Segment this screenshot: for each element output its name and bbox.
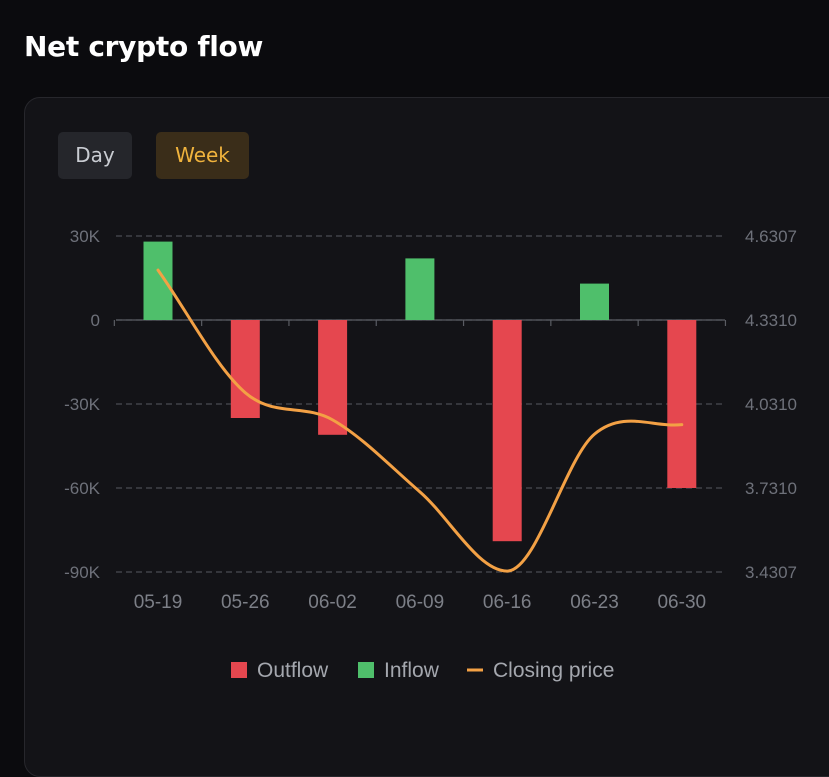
outflow-bar[interactable]: [230, 320, 260, 418]
y-left-tick-label: 0: [91, 311, 100, 330]
legend-label[interactable]: Closing price: [493, 659, 614, 682]
y-left-tick-label: 30K: [70, 227, 101, 246]
y-right-tick-label: 3.7310: [745, 479, 797, 498]
x-tick-label: 06-09: [396, 592, 445, 613]
inflow-bar[interactable]: [580, 283, 609, 320]
outflow-bar[interactable]: [492, 320, 522, 542]
page-title: Net crypto flow: [24, 30, 264, 63]
legend-label[interactable]: Inflow: [384, 659, 440, 682]
x-tick-label: 06-16: [483, 592, 532, 613]
closing-price-series-line[interactable]: [156, 268, 684, 573]
y-right-tick-label: 4.3310: [745, 311, 797, 330]
inflow-bar[interactable]: [143, 241, 173, 320]
legend-label[interactable]: Outflow: [257, 659, 329, 682]
x-tick-label: 06-02: [308, 592, 357, 613]
y-right-tick-label: 3.4307: [745, 563, 797, 582]
y-left-tick-label: -90K: [64, 563, 101, 582]
x-tick-label: 05-26: [221, 592, 270, 613]
legend-swatch-outflow: [231, 662, 247, 678]
legend-swatch-inflow: [358, 662, 374, 678]
y-left-tick-label: -30K: [64, 395, 101, 414]
inflow-bar[interactable]: [405, 258, 435, 320]
y-right-tick-label: 4.0310: [745, 395, 797, 414]
x-tick-label: 06-30: [657, 592, 706, 613]
tab-week[interactable]: Week: [156, 132, 249, 179]
outflow-bar[interactable]: [667, 320, 697, 488]
y-left-tick-label: -60K: [64, 479, 101, 498]
x-tick-label: 05-19: [134, 592, 183, 613]
y-right-tick-label: 4.6307: [745, 227, 797, 246]
axis: 30K 0 -30K -60K -90K 4.6307 4.3310 4.0310 3.7310…: [64, 227, 797, 613]
tab-day[interactable]: Day: [58, 132, 132, 179]
x-tick-label: 06-23: [570, 592, 619, 613]
closing-price-line: [156, 268, 684, 573]
bars: [143, 241, 697, 542]
net-flow-chart: 30K 0 -30K -60K -90K 4.6307 4.3310 4.0310 3.7310…: [64, 227, 797, 682]
outflow-bar[interactable]: [318, 320, 348, 435]
legend: Outflow Inflow Closing price: [231, 659, 614, 682]
